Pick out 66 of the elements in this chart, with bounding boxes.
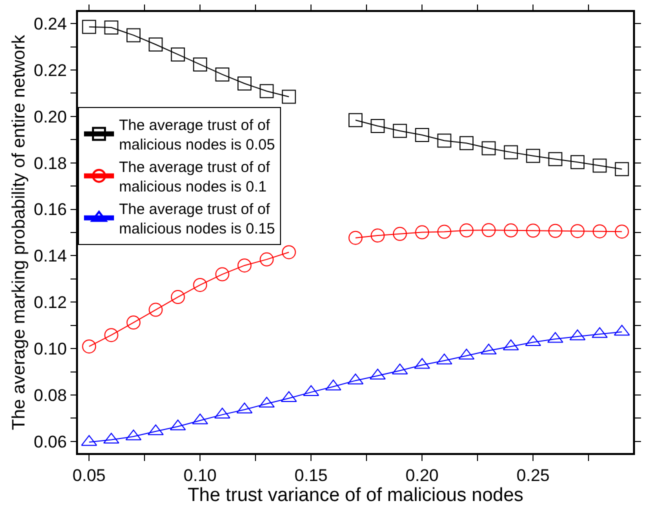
point [370, 118, 385, 133]
point [148, 37, 163, 52]
y-axis-title: The average marking probability of entire network [8, 34, 28, 430]
x-tick-label: 0.20 [406, 466, 439, 486]
point [82, 339, 96, 354]
point [148, 302, 163, 317]
y-tick-label: 0.24 [34, 14, 67, 34]
point [392, 124, 407, 138]
point [215, 267, 230, 282]
point [570, 155, 584, 170]
point [370, 228, 385, 243]
x-tick-label: 0.15 [294, 466, 328, 486]
y-tick-label: 0.20 [34, 107, 67, 126]
point [126, 316, 140, 330]
legend-label: The average trust of of malicious nodes is 0.15 [119, 200, 275, 238]
point [392, 226, 407, 241]
point [415, 128, 430, 142]
point [238, 258, 252, 272]
point [570, 224, 584, 238]
point [348, 230, 362, 245]
legend-label: The average trust of of malicious nodes is 0.1 [119, 158, 271, 196]
y-tick-label: 0.12 [34, 293, 67, 312]
point [170, 290, 185, 304]
point [592, 158, 607, 173]
point [415, 225, 430, 240]
point [260, 252, 274, 266]
y-tick-label: 0.14 [34, 246, 67, 266]
point [215, 67, 230, 82]
point [82, 20, 96, 34]
x-axis-title: The trust variance of of malicious nodes [188, 485, 524, 506]
x-tick-label: 0.25 [516, 466, 550, 486]
y-tick-label: 0.16 [34, 200, 67, 220]
point [460, 136, 474, 150]
y-tick-label: 0.08 [34, 386, 67, 405]
y-tick-label: 0.06 [34, 432, 67, 452]
point [504, 145, 518, 160]
point [282, 90, 296, 104]
point [238, 76, 252, 90]
x-tick-label: 0.05 [72, 466, 106, 486]
point [460, 223, 474, 238]
point [193, 57, 208, 72]
legend-label: The average trust of of malicious nodes is 0.05 [119, 116, 275, 154]
y-tick-label: 0.18 [34, 154, 67, 173]
y-tick-label: 0.10 [34, 340, 67, 358]
point [126, 28, 140, 42]
point [526, 148, 540, 163]
point [482, 223, 496, 238]
point [614, 224, 629, 239]
point [548, 152, 562, 166]
point [104, 20, 118, 35]
point [282, 245, 296, 260]
point [592, 224, 607, 238]
x-tick-label: 0.10 [184, 466, 217, 486]
point [548, 224, 562, 238]
point [614, 162, 629, 176]
point [526, 224, 540, 238]
point [348, 113, 362, 128]
point [504, 223, 518, 238]
point [260, 84, 274, 98]
point [482, 141, 496, 156]
point [193, 278, 208, 292]
point [437, 134, 452, 148]
y-tick-label: 0.22 [34, 60, 67, 80]
point [104, 328, 118, 342]
point [170, 47, 185, 62]
point [437, 224, 452, 239]
